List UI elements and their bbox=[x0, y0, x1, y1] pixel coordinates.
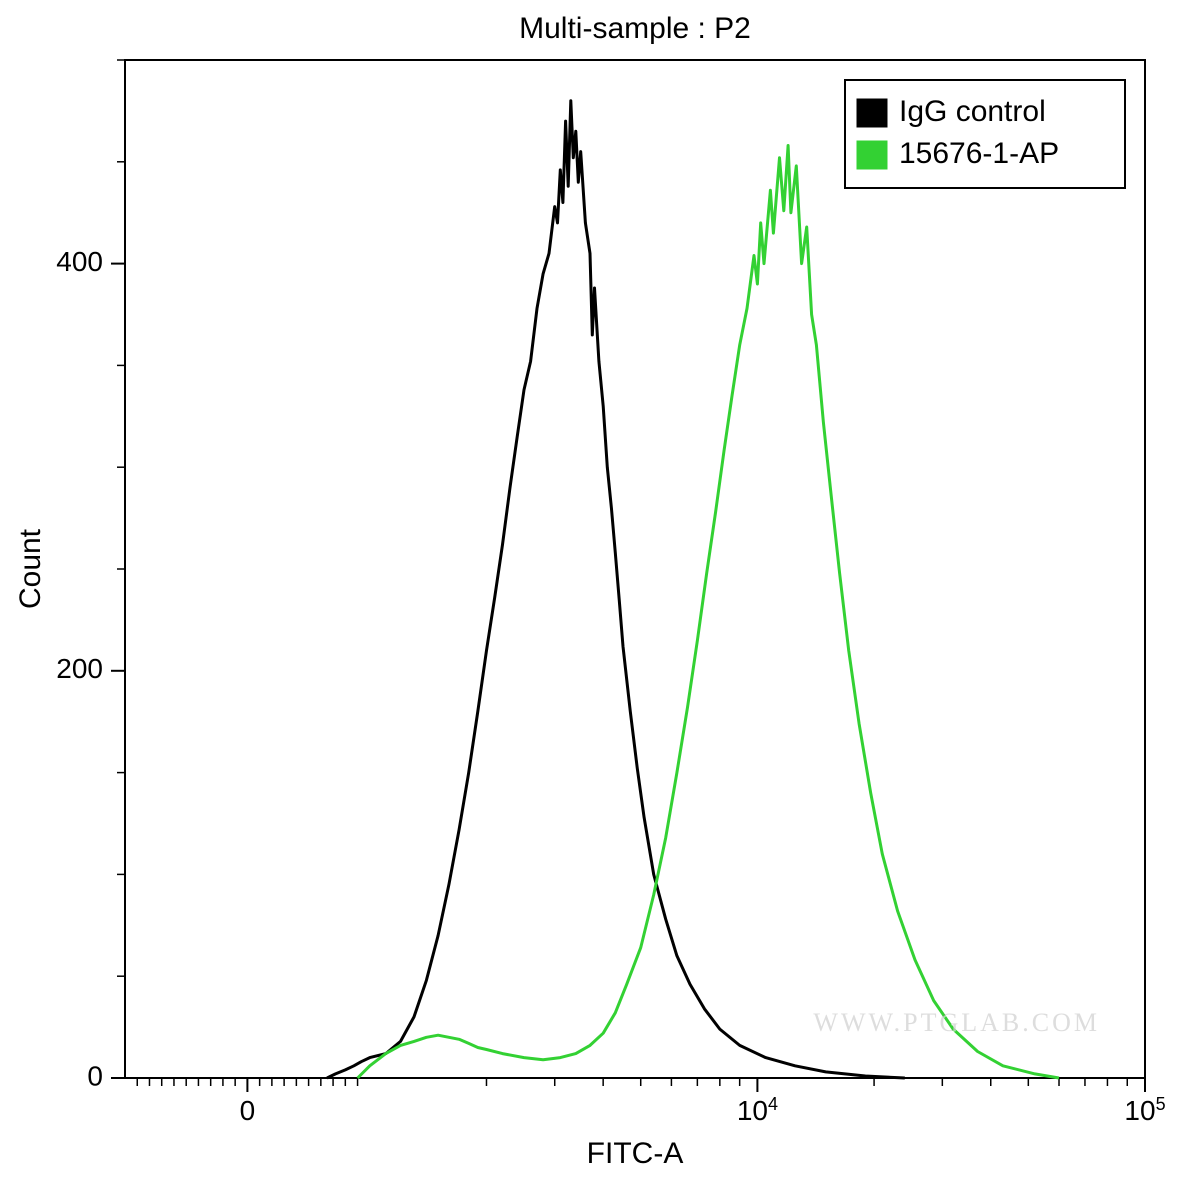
x-tick-label: 0 bbox=[240, 1095, 256, 1126]
y-tick-label: 200 bbox=[56, 653, 103, 684]
x-tick-label: 105 bbox=[1124, 1094, 1165, 1126]
legend-label: IgG control bbox=[899, 95, 1046, 128]
plot-area bbox=[125, 60, 1145, 1078]
chart-container: 0 200 400 0 104 105 FITC-A Count Multi-sample : … bbox=[0, 0, 1190, 1193]
y-tick-label: 400 bbox=[56, 246, 103, 277]
x-axis-label: FITC-A bbox=[587, 1137, 684, 1170]
y-tick-label: 0 bbox=[87, 1060, 103, 1091]
flow-histogram-chart: 0 200 400 0 104 105 FITC-A Count Multi-sample : … bbox=[0, 0, 1190, 1193]
x-tick-label: 104 bbox=[737, 1094, 778, 1126]
legend-swatch bbox=[857, 99, 887, 127]
legend-swatch bbox=[857, 141, 887, 169]
legend-label: 15676-1-AP bbox=[899, 137, 1059, 170]
chart-title: Multi-sample : P2 bbox=[519, 12, 751, 45]
y-axis-label: Count bbox=[14, 528, 47, 609]
